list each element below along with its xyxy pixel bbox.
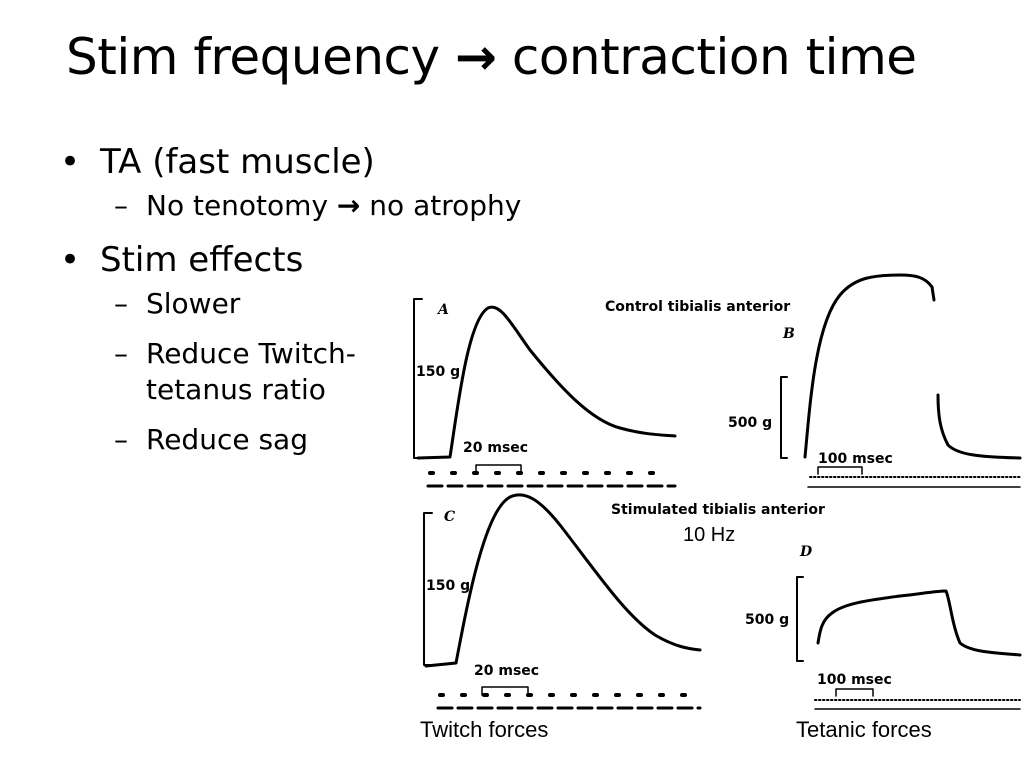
sub-bullet-text: Reduce sag xyxy=(146,423,308,456)
twitch-trace-stimulated xyxy=(424,493,702,668)
force-traces-svg: A 150 g 20 msec Control tibialis anterio… xyxy=(413,273,1022,710)
control-title: Control tibialis anterior xyxy=(605,299,790,315)
panel-label-c: C xyxy=(444,509,455,525)
title-right: contraction time xyxy=(511,28,917,86)
tetanic-trace-control xyxy=(803,273,936,459)
sub-bullet-item: – Reduce Twitch-tetanus ratio xyxy=(100,336,521,408)
time-scale-label-a: 20 msec xyxy=(463,440,528,456)
force-scale-bar-a xyxy=(413,298,423,459)
force-scale-label-d: 500 g xyxy=(745,612,789,628)
bullet-item: Stim effects – Slower – Reduce Twitch-te… xyxy=(60,238,521,458)
sub-bullet-item: – Reduce sag xyxy=(100,422,521,458)
sub-bullet-item: – No tenotomy → no atrophy xyxy=(100,188,521,224)
tetanic-trace-stimulated xyxy=(816,589,1022,657)
force-scale-bar-c xyxy=(423,512,433,666)
bullet-list: TA (fast muscle) – No tenotomy → no atro… xyxy=(60,140,521,472)
tetanic-relaxation-control xyxy=(936,393,1022,460)
title-left: Stim frequency xyxy=(66,28,440,86)
sub-bullet-text: Slower xyxy=(146,287,241,320)
force-scale-label-b: 500 g xyxy=(728,415,772,431)
stimulated-title: Stimulated tibialis anterior xyxy=(611,502,825,518)
bullet-text: TA (fast muscle) xyxy=(100,142,375,182)
sub-bullet-text-left: No tenotomy xyxy=(146,189,329,222)
twitch-trace-control xyxy=(416,305,677,460)
time-scale-label-b: 100 msec xyxy=(818,451,893,467)
time-scale-bar-d xyxy=(835,688,874,697)
force-scale-bar-d xyxy=(796,576,804,662)
dash-marker: – xyxy=(114,287,128,320)
time-scale-label-c: 20 msec xyxy=(474,663,539,679)
sub-bullet-text: Reduce Twitch-tetanus ratio xyxy=(146,337,356,406)
right-arrow-icon: → xyxy=(336,189,361,222)
dash-marker: – xyxy=(114,189,128,222)
time-scale-label-d: 100 msec xyxy=(817,672,892,688)
muscle-force-figure: A 150 g 20 msec Control tibialis anterio… xyxy=(400,265,1024,745)
sub-bullet-list: – Slower – Reduce Twitch-tetanus ratio –… xyxy=(100,286,521,458)
bullet-item: TA (fast muscle) – No tenotomy → no atro… xyxy=(60,140,521,224)
right-arrow-icon: → xyxy=(455,28,497,86)
dash-marker: – xyxy=(114,423,128,456)
time-scale-bar-c xyxy=(481,686,529,696)
sub-bullet-list: – No tenotomy → no atrophy xyxy=(100,188,521,224)
stim-frequency-annotation: 10 Hz xyxy=(683,524,736,546)
force-scale-label-c: 150 g xyxy=(426,578,470,594)
force-scale-bar-b xyxy=(780,376,788,459)
bullet-text: Stim effects xyxy=(100,240,304,280)
panel-label-b: B xyxy=(782,326,795,342)
force-scale-label-a: 150 g xyxy=(416,364,460,380)
sub-bullet-text-right: no atrophy xyxy=(369,189,522,222)
time-scale-bar-a xyxy=(475,464,522,474)
caption-tetanic: Tetanic forces xyxy=(796,717,932,742)
slide-title: Stim frequency → contraction time xyxy=(66,28,917,86)
panel-label-a: A xyxy=(436,302,449,318)
time-scale-bar-b xyxy=(817,466,863,475)
caption-twitch: Twitch forces xyxy=(420,717,549,742)
panel-label-d: D xyxy=(799,544,813,560)
dash-marker: – xyxy=(114,337,128,370)
sub-bullet-item: – Slower xyxy=(100,286,521,322)
